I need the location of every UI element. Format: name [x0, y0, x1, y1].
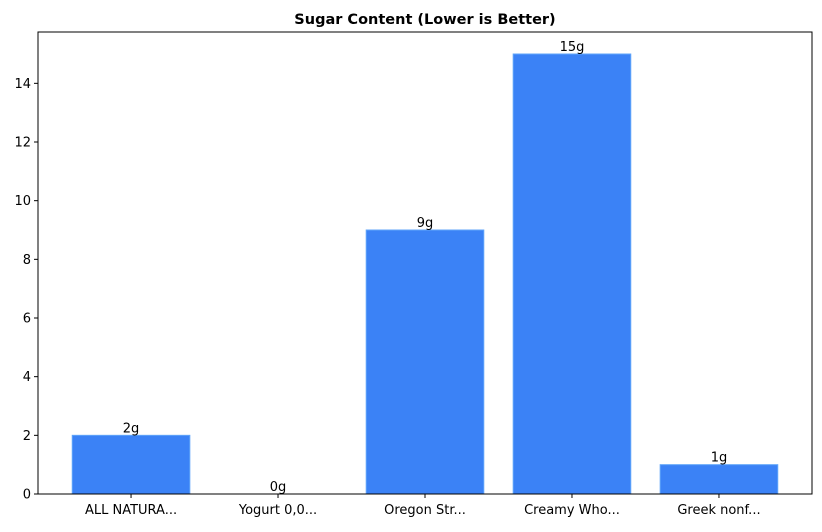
- bar: [71, 434, 191, 495]
- data-label: 15g: [560, 40, 585, 55]
- data-label: 9g: [417, 216, 434, 231]
- plot-frame: [37, 31, 813, 495]
- y-tick-label: 4: [23, 370, 31, 385]
- data-label: 0g: [270, 480, 287, 495]
- bar: [365, 229, 485, 495]
- y-tick-label: 12: [14, 136, 31, 151]
- chart-title: Sugar Content (Lower is Better): [294, 12, 555, 28]
- data-label: 2g: [123, 421, 140, 436]
- y-tick-label: 14: [14, 77, 31, 92]
- x-tick-label: Oregon Str...: [384, 503, 466, 518]
- y-tick-label: 10: [14, 194, 31, 209]
- y-tick-label: 2: [23, 429, 31, 444]
- x-tick-label: ALL NATURA...: [85, 503, 177, 518]
- y-tick-label: 0: [23, 488, 31, 503]
- x-tick-label: Creamy Who...: [524, 503, 620, 518]
- bar: [512, 53, 632, 495]
- bar: [659, 464, 779, 495]
- x-tick-label: Yogurt 0,0...: [238, 503, 317, 518]
- y-tick-label: 6: [23, 312, 31, 327]
- data-label: 1g: [711, 451, 728, 466]
- x-tick-label: Greek nonf...: [677, 503, 760, 518]
- y-tick-label: 8: [23, 253, 31, 268]
